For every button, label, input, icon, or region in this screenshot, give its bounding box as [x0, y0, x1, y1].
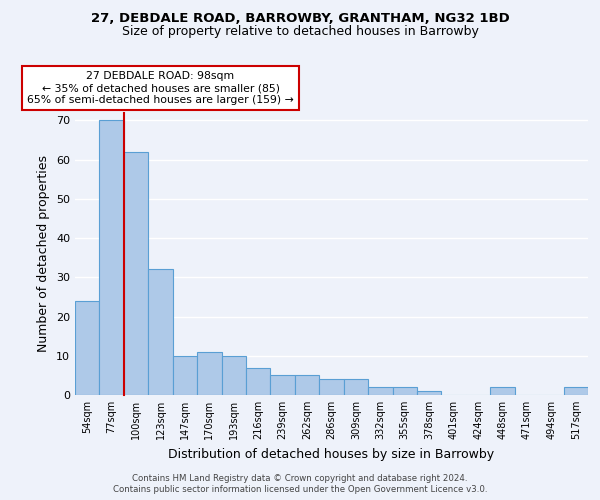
Text: 27 DEBDALE ROAD: 98sqm
← 35% of detached houses are smaller (85)
65% of semi-det: 27 DEBDALE ROAD: 98sqm ← 35% of detached… — [27, 72, 294, 104]
Bar — [319, 380, 344, 395]
Bar — [173, 356, 197, 395]
Bar — [271, 376, 295, 395]
Text: 27, DEBDALE ROAD, BARROWBY, GRANTHAM, NG32 1BD: 27, DEBDALE ROAD, BARROWBY, GRANTHAM, NG… — [91, 12, 509, 26]
Bar — [246, 368, 271, 395]
Bar — [368, 387, 392, 395]
Bar — [75, 301, 100, 395]
Bar — [148, 270, 173, 395]
Bar — [490, 387, 515, 395]
Bar — [563, 387, 588, 395]
Bar — [221, 356, 246, 395]
Y-axis label: Number of detached properties: Number of detached properties — [37, 155, 50, 352]
Bar — [197, 352, 221, 395]
Text: Contains HM Land Registry data © Crown copyright and database right 2024.
Contai: Contains HM Land Registry data © Crown c… — [113, 474, 487, 494]
Bar — [124, 152, 148, 395]
Bar — [295, 376, 319, 395]
Bar — [417, 391, 442, 395]
Bar — [344, 380, 368, 395]
X-axis label: Distribution of detached houses by size in Barrowby: Distribution of detached houses by size … — [169, 448, 494, 460]
Bar — [100, 120, 124, 395]
Bar — [392, 387, 417, 395]
Text: Size of property relative to detached houses in Barrowby: Size of property relative to detached ho… — [122, 25, 478, 38]
